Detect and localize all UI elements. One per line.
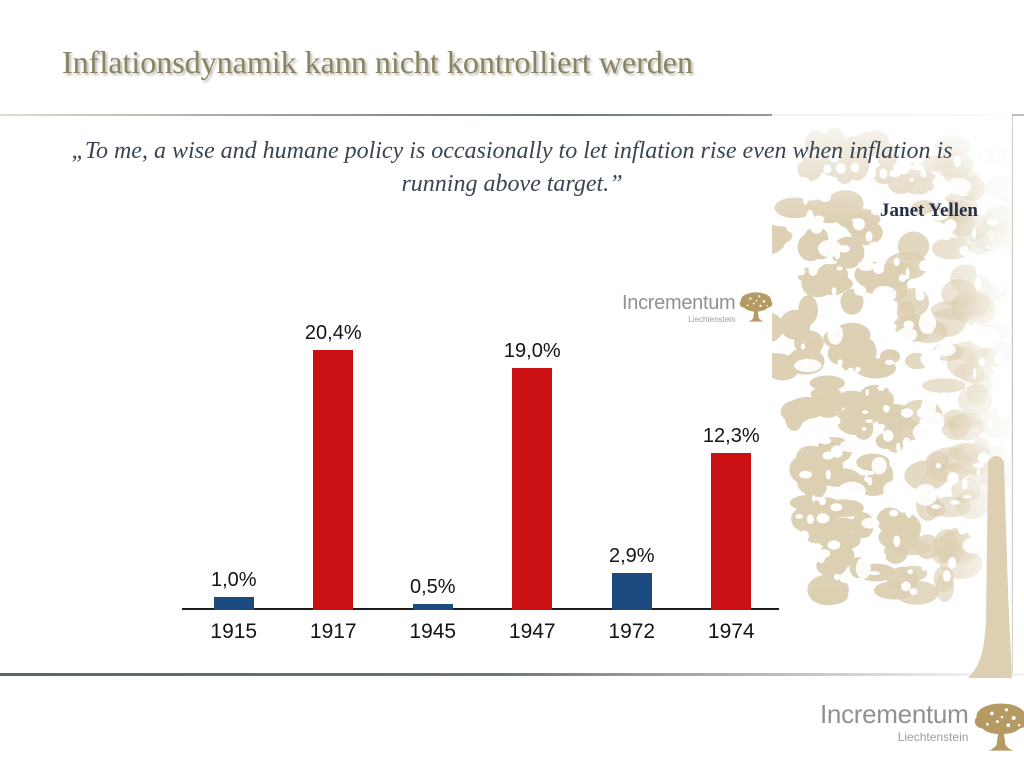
incrementum-logo-chart: Incrementum Liechtenstein [622, 292, 774, 325]
bar-1915 [213, 597, 254, 610]
bar-value-label-1947: 19,0% [503, 339, 561, 362]
logo-name: Incrementum [820, 699, 969, 729]
x-tick-label-1947: 1947 [508, 620, 556, 643]
right-border-line [1011, 114, 1013, 675]
bar-value-label-1974: 12,3% [702, 425, 760, 448]
chart-column-1972: 2,9% 1972 [582, 290, 682, 650]
bar-chart: 1,0% 1915 20,4% 1917 0,5% 1945 19,0% 1947 2,9% 19… [182, 290, 782, 650]
tree-icon [975, 703, 1024, 751]
logo-location: Liechtenstein [688, 315, 736, 324]
tree-watermark-image [772, 112, 1012, 684]
x-tick-label-1915: 1915 [210, 620, 258, 643]
chart-column-1915: 1,0% 1915 [184, 290, 284, 650]
bar-value-label-1915: 1,0% [210, 569, 257, 592]
bar-1917 [313, 349, 354, 610]
bar-1947 [512, 367, 553, 610]
incrementum-logo-footer: Incrementum Liechtenstein [820, 699, 1024, 755]
x-tick-label-1917: 1917 [309, 620, 357, 643]
bar-1972 [611, 573, 652, 610]
chart-column-1917: 20,4% 1917 [284, 290, 384, 650]
bar-value-label-1945: 0,5% [409, 575, 456, 598]
x-tick-label-1974: 1974 [707, 620, 755, 643]
x-axis-line [182, 608, 779, 610]
header-divider-line [0, 114, 1024, 116]
chart-column-1945: 0,5% 1945 [383, 290, 483, 650]
logo-text-block: Incrementum Liechtenstein [820, 699, 969, 745]
footer-divider-line [0, 673, 1024, 676]
bar-1974 [711, 453, 752, 610]
logo-name: Incrementum [622, 292, 736, 314]
x-tick-label-1945: 1945 [409, 620, 457, 643]
tree-icon [740, 292, 773, 322]
quote-text: „To me, a wise and humane policy is occa… [71, 138, 953, 197]
slide-title: Inflationsdynamik kann nicht kontrollier… [62, 44, 693, 80]
chart-column-1947: 19,0% 1947 [483, 290, 583, 650]
tree-trunk [968, 456, 1012, 678]
x-tick-label-1972: 1972 [608, 620, 656, 643]
logo-text-block: Incrementum Liechtenstein [622, 292, 736, 325]
logo-location: Liechtenstein [897, 730, 969, 745]
bar-1945 [412, 603, 453, 610]
bar-value-label-1917: 20,4% [304, 321, 362, 344]
quote-attribution: Janet Yellen [880, 200, 978, 221]
bar-value-label-1972: 2,9% [608, 545, 655, 568]
chart-column-1974: 12,3% 1974 [682, 290, 782, 650]
